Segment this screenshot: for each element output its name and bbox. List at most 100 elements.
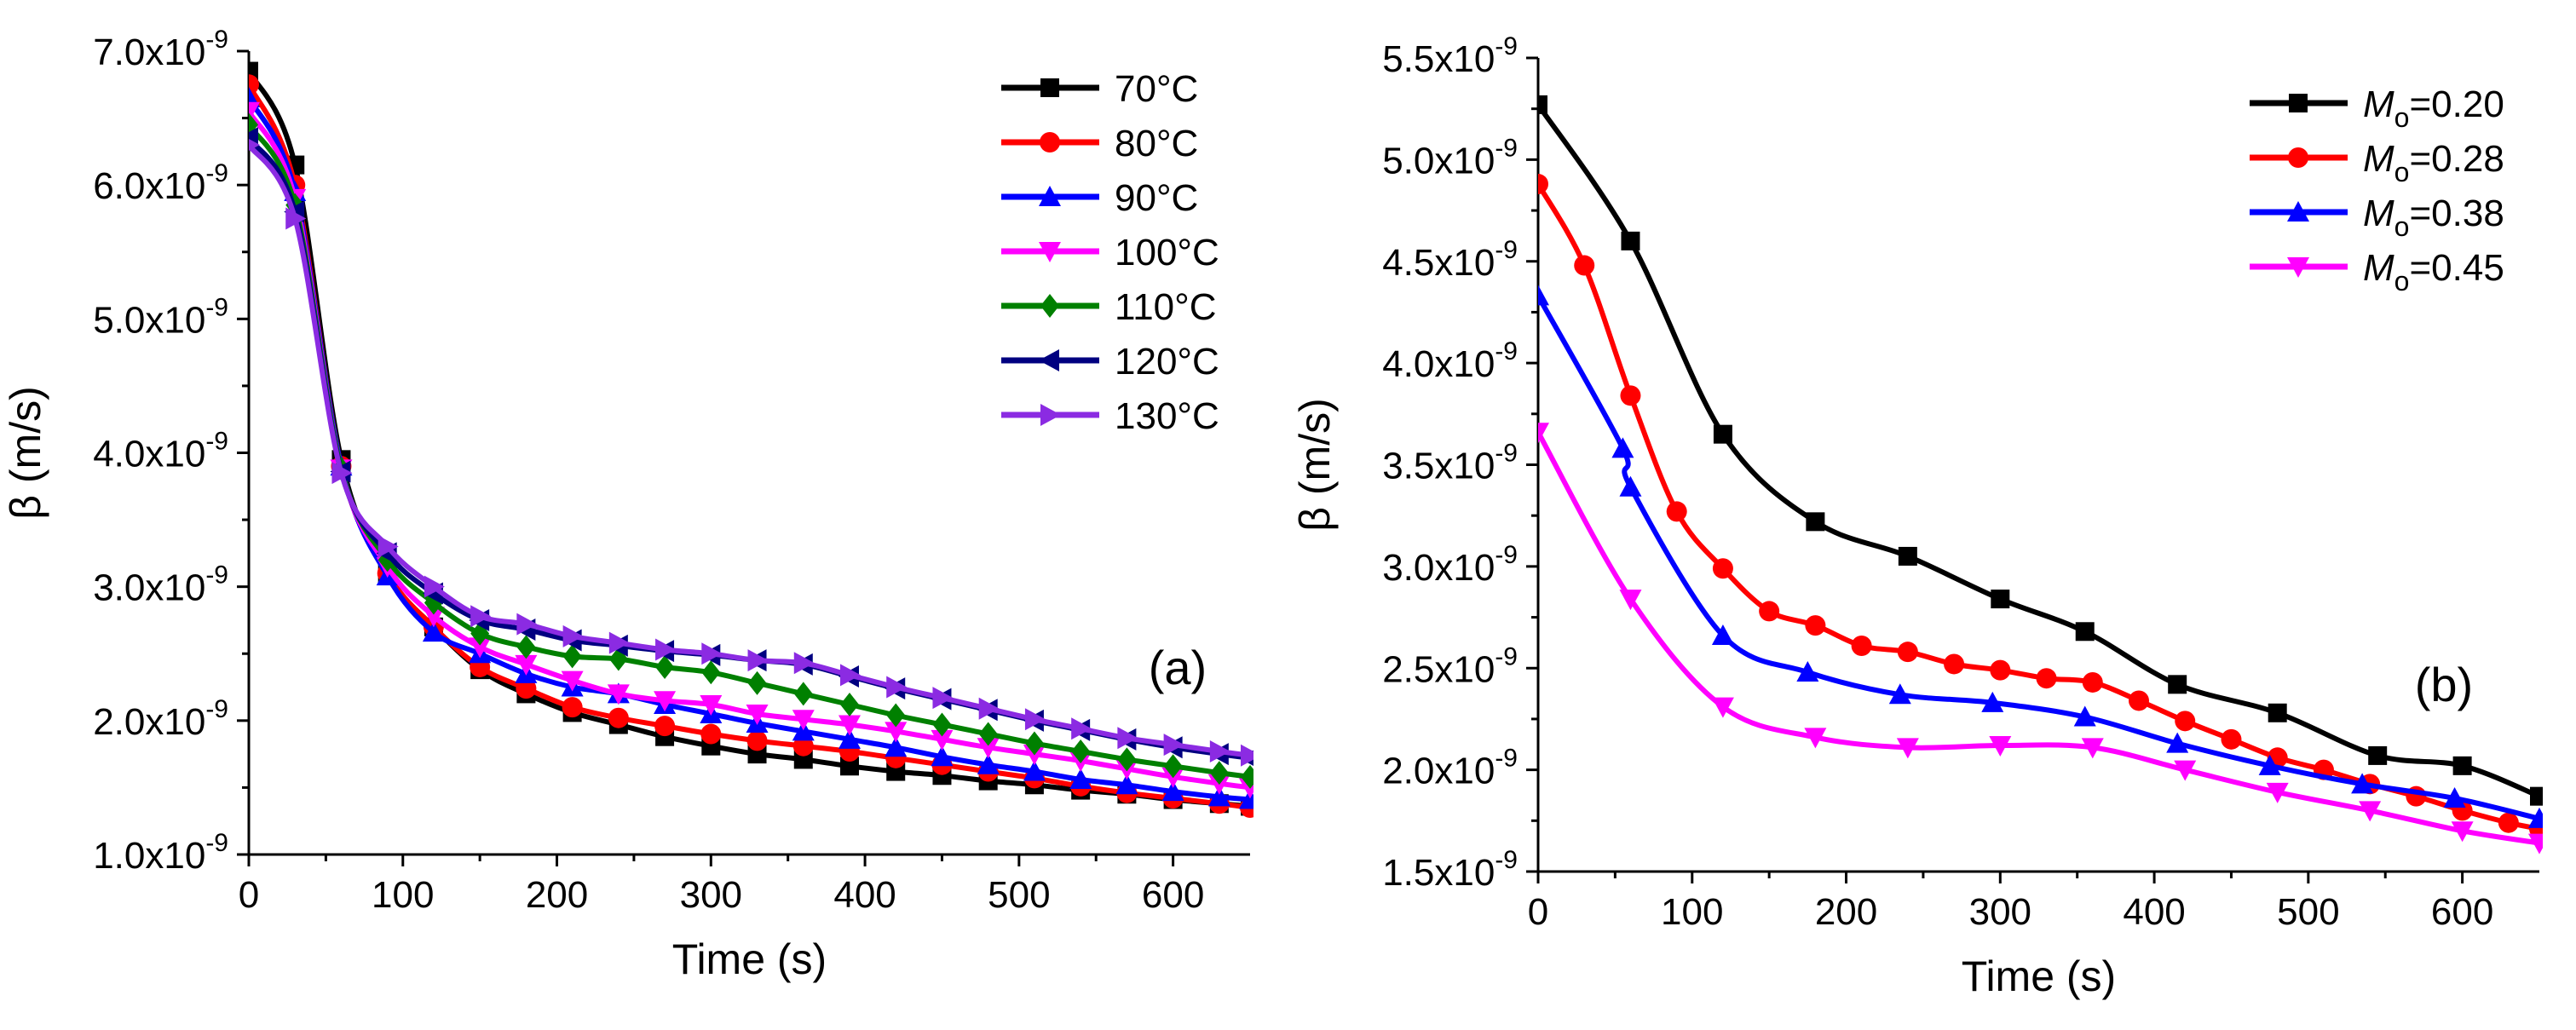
- x-tick-label: 100: [372, 874, 434, 916]
- data-point: [2036, 668, 2057, 689]
- data-point: [746, 730, 768, 751]
- data-point: [1611, 437, 1634, 458]
- data-point: [562, 644, 582, 669]
- data-point: [1944, 653, 1965, 675]
- data-point: [1241, 744, 1253, 767]
- series-line: [1538, 429, 2542, 846]
- data-point: [931, 729, 954, 751]
- legend-marker: [1039, 186, 1061, 206]
- data-point: [1759, 601, 1780, 622]
- legend-value: =0.28: [2409, 138, 2504, 180]
- y-tick-exponent: -9: [205, 695, 228, 723]
- y-tick-mantissa: 4.0x10: [1382, 343, 1495, 385]
- data-point: [1619, 590, 1642, 611]
- y-tick-mantissa: 6.0x10: [93, 165, 205, 207]
- y-tick-label: 1.0x10-9: [93, 829, 228, 877]
- y-tick-mantissa: 3.5x10: [1382, 446, 1495, 487]
- series-100-c: [249, 101, 1253, 799]
- y-tick-mantissa: 4.5x10: [1382, 242, 1495, 284]
- data-point: [2528, 833, 2543, 854]
- data-point: [654, 691, 677, 712]
- data-point: [2266, 782, 2289, 803]
- data-point: [1981, 691, 2004, 712]
- data-point: [701, 642, 723, 665]
- y-tick-mantissa: 2.0x10: [1382, 751, 1495, 792]
- data-point: [2166, 732, 2189, 753]
- y-tick-exponent: -9: [205, 561, 228, 590]
- data-point: [1163, 734, 1184, 757]
- data-point: [1163, 754, 1183, 779]
- y-tick-exponent: -9: [205, 159, 228, 187]
- series-mo-0-38: [1538, 285, 2543, 828]
- legend-label: 120°C: [1115, 341, 1219, 383]
- data-point: [978, 697, 1000, 720]
- y-tick-mantissa: 3.0x10: [93, 567, 205, 609]
- data-point: [1024, 731, 1044, 756]
- data-point: [1989, 735, 2012, 757]
- y-tick-label: 2.0x10-9: [1382, 745, 1518, 792]
- data-point: [2530, 786, 2543, 806]
- series-line: [1538, 293, 2542, 821]
- data-point: [932, 712, 952, 737]
- legend-subscript: o: [2394, 102, 2410, 133]
- y-tick-mantissa: 5.0x10: [93, 299, 205, 341]
- data-point: [1023, 760, 1046, 781]
- legend-label: 70°C: [1115, 68, 1198, 110]
- data-point: [2075, 622, 2095, 642]
- data-point: [2443, 787, 2466, 808]
- legend-marker: [2287, 201, 2309, 222]
- data-point: [249, 112, 258, 137]
- data-point: [249, 61, 258, 81]
- y-tick-label: 5.0x10-9: [93, 293, 228, 341]
- series-mo-0-45: [1538, 423, 2543, 854]
- data-point: [2175, 711, 2196, 732]
- y-axis-title: β (m/s): [1291, 398, 1339, 532]
- data-point: [793, 682, 813, 706]
- series-line: [249, 122, 1253, 780]
- data-point: [747, 649, 769, 672]
- legend-marker: [1040, 132, 1060, 152]
- data-point: [516, 613, 538, 636]
- data-point: [654, 716, 676, 737]
- data-point: [792, 735, 814, 757]
- data-point: [1069, 768, 1092, 789]
- data-point: [1071, 739, 1091, 763]
- data-point: [1117, 727, 1138, 750]
- legend-marker: [1040, 404, 1061, 426]
- legend-symbol: M: [2363, 193, 2394, 234]
- data-point: [746, 704, 769, 725]
- data-point: [885, 736, 908, 757]
- data-point: [285, 207, 307, 230]
- data-point: [516, 678, 537, 699]
- data-point: [840, 757, 859, 776]
- data-point: [1620, 385, 1641, 406]
- data-point: [1898, 546, 1917, 566]
- data-point: [1712, 558, 1733, 579]
- data-point: [840, 664, 861, 687]
- legend-label: Mo=0.38: [2363, 193, 2504, 242]
- data-point: [1024, 708, 1046, 731]
- data-point: [1621, 231, 1640, 250]
- x-tick-label: 0: [239, 874, 259, 916]
- y-tick-mantissa: 5.5x10: [1382, 38, 1495, 80]
- y-tick-label: 4.0x10-9: [93, 428, 228, 475]
- y-tick-label: 2.0x10-9: [93, 695, 228, 743]
- data-point: [424, 575, 445, 598]
- y-tick-label: 4.0x10-9: [1382, 337, 1518, 385]
- data-point: [701, 660, 721, 685]
- data-point: [2221, 728, 2242, 750]
- data-point: [1713, 424, 1732, 444]
- series-line: [249, 68, 1253, 809]
- panel-label: (a): [1149, 641, 1207, 694]
- legend-symbol: M: [2363, 83, 2394, 125]
- legend-symbol: M: [2363, 247, 2394, 289]
- chart-panel-b: 0 100 200 300 400 500 6001.5x10-92.0x10-92.5x1…: [1291, 32, 2543, 1000]
- data-point: [1241, 764, 1253, 789]
- x-tick-label: 400: [833, 874, 896, 916]
- data-point: [516, 635, 536, 659]
- series-70-c: [249, 61, 1253, 816]
- data-point: [700, 694, 723, 716]
- series-line: [249, 108, 1253, 791]
- series-120-c: [249, 127, 1253, 767]
